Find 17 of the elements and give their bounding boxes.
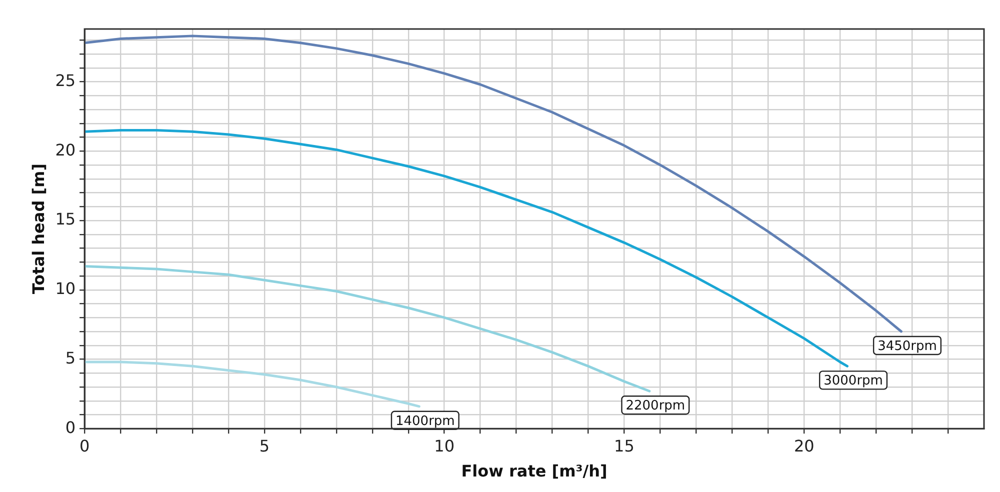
y-axis-title: Total head [m] bbox=[28, 163, 48, 294]
y-tick-label: 20 bbox=[55, 140, 76, 160]
x-tick-label: 10 bbox=[434, 436, 455, 456]
x-tick-label: 0 bbox=[79, 436, 90, 456]
x-tick-label: 20 bbox=[794, 436, 814, 456]
x-tick-label: 5 bbox=[259, 436, 270, 456]
series-label: 3000rpm bbox=[824, 374, 883, 389]
x-tick-label: 15 bbox=[614, 436, 634, 456]
y-tick-label: 25 bbox=[55, 70, 76, 90]
y-tick-label: 0 bbox=[65, 418, 76, 437]
y-tick-label: 15 bbox=[55, 210, 76, 229]
y-tick-label: 10 bbox=[55, 279, 76, 298]
x-axis-title: Flow rate [m³/h] bbox=[461, 462, 608, 481]
series-label: 1400rpm bbox=[395, 414, 455, 429]
series-label: 2200rpm bbox=[626, 398, 686, 414]
series-label: 3450rpm bbox=[878, 338, 937, 354]
y-tick-label: 5 bbox=[65, 348, 76, 368]
